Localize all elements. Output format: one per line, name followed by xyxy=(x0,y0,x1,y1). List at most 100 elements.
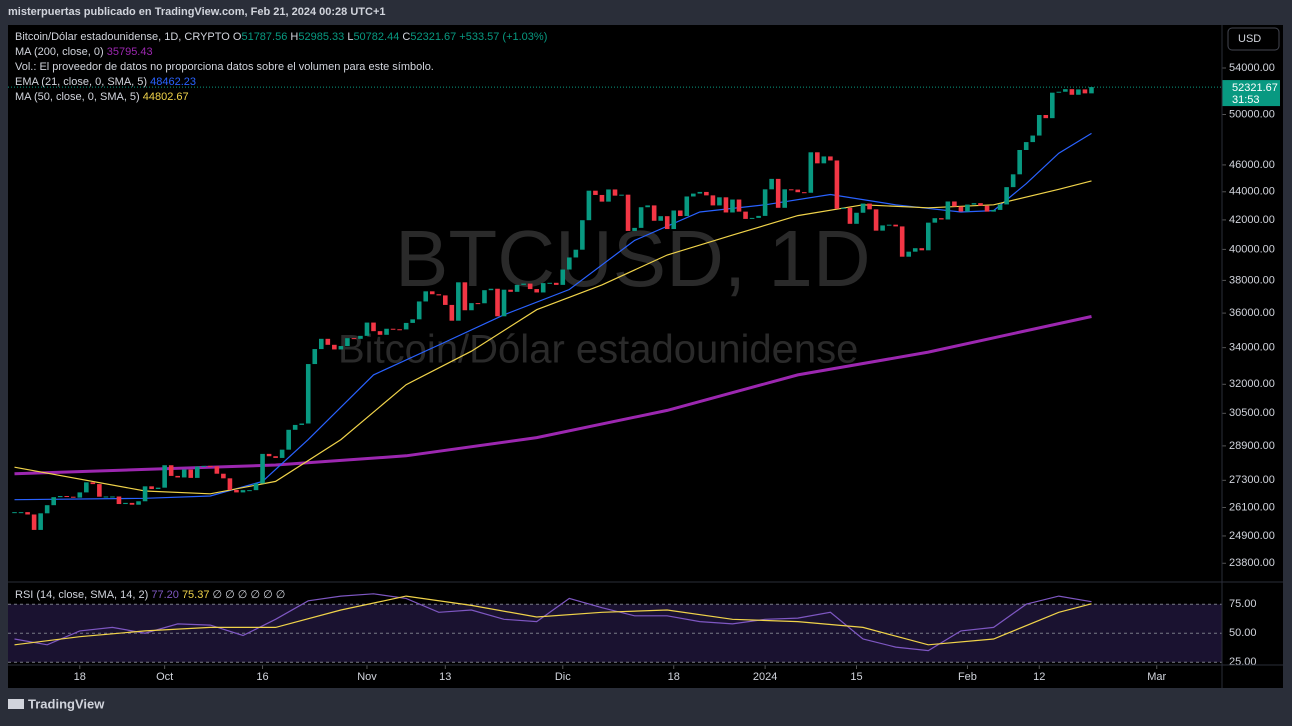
candle xyxy=(1076,89,1081,95)
indicator-value: 48462.23 xyxy=(150,76,196,88)
candle xyxy=(1069,89,1075,95)
candle xyxy=(691,193,696,197)
candle xyxy=(240,490,246,493)
candle xyxy=(377,331,383,335)
candle xyxy=(625,194,631,231)
candle xyxy=(90,482,96,485)
candle xyxy=(279,449,285,458)
l-label: L xyxy=(347,31,353,43)
candle xyxy=(1063,89,1068,92)
candle xyxy=(142,486,148,502)
candle xyxy=(847,207,853,224)
candle xyxy=(684,196,690,217)
candle xyxy=(70,496,76,498)
candle xyxy=(162,465,167,488)
candle xyxy=(214,466,220,474)
chart-bg xyxy=(8,25,1283,688)
candle xyxy=(1017,149,1022,175)
candle xyxy=(1004,187,1009,205)
watermark-name: Bitcoin/Dólar estadounidense xyxy=(338,328,858,372)
candle xyxy=(403,322,409,330)
candle xyxy=(123,502,128,505)
currency[interactable]: USD xyxy=(1238,33,1261,45)
candle xyxy=(906,251,912,257)
candle xyxy=(580,220,585,250)
indicator-label: EMA (21, close, 0, SMA, 5) xyxy=(15,76,147,88)
candle xyxy=(384,328,389,335)
candle xyxy=(991,209,996,212)
candle xyxy=(899,226,905,257)
time-tick-label: Dic xyxy=(555,671,571,683)
candle xyxy=(410,319,415,323)
candle xyxy=(364,322,370,336)
o-label: O xyxy=(233,31,242,43)
candle xyxy=(44,505,50,514)
candle xyxy=(775,178,781,208)
candle xyxy=(965,204,970,212)
candle xyxy=(828,156,833,161)
candle xyxy=(1030,135,1036,143)
l: 50782.44 xyxy=(353,31,399,43)
candle xyxy=(429,291,435,295)
price-tick-label: 34000.00 xyxy=(1229,342,1275,354)
candle xyxy=(567,257,572,270)
brand: TradingView xyxy=(28,696,105,711)
candle xyxy=(201,465,207,467)
candle xyxy=(788,189,794,191)
candle xyxy=(292,424,298,430)
candle xyxy=(1043,114,1049,119)
price-tick-label: 24900.00 xyxy=(1229,530,1275,542)
candle xyxy=(208,465,213,467)
candle xyxy=(958,206,964,212)
price-tag-countdown: 31:53 xyxy=(1232,94,1260,106)
candle xyxy=(495,288,500,317)
candle xyxy=(260,453,265,484)
candle xyxy=(51,497,56,506)
rsi-title: RSI (14, close, SMA, 14, 2) xyxy=(15,589,148,601)
candle xyxy=(25,512,30,515)
candle xyxy=(612,189,618,196)
candle xyxy=(469,303,474,311)
candle xyxy=(84,482,89,493)
candle xyxy=(619,194,624,196)
candle xyxy=(318,338,324,350)
price-tick-label: 32000.00 xyxy=(1229,378,1275,390)
price-tick-label: 54000.00 xyxy=(1229,62,1275,74)
candle xyxy=(547,282,553,284)
price-tag xyxy=(1222,80,1280,107)
candle xyxy=(769,178,774,190)
candle xyxy=(873,209,879,231)
candle xyxy=(606,189,611,202)
candle xyxy=(514,284,520,292)
candle xyxy=(540,283,546,293)
candle xyxy=(997,204,1003,210)
candle xyxy=(658,216,663,221)
candle xyxy=(677,210,683,217)
candle xyxy=(553,282,559,285)
rsi-tick-label: 50.00 xyxy=(1229,627,1257,639)
candle xyxy=(808,152,814,193)
candle xyxy=(730,199,735,213)
candle xyxy=(31,514,37,530)
candle xyxy=(1056,91,1062,93)
candle xyxy=(325,338,331,345)
rsi-line xyxy=(14,593,1092,652)
price-tag-price: 52321.67 xyxy=(1232,82,1278,94)
currency-button[interactable] xyxy=(1227,27,1280,51)
time-tick-label: 15 xyxy=(850,671,862,683)
candle xyxy=(867,203,872,210)
rsi-tick-label: 25.00 xyxy=(1229,656,1257,668)
candle xyxy=(984,205,990,212)
candle xyxy=(978,203,983,206)
rsi-extras: ∅ ∅ ∅ ∅ ∅ ∅ xyxy=(213,589,286,601)
indicator-legend: MA (200, close, 0) 35795.43 xyxy=(15,46,153,58)
candle xyxy=(599,194,605,202)
candle xyxy=(743,211,748,219)
rsi-legend: RSI (14, close, SMA, 14, 2) 77.20 75.37 … xyxy=(15,589,285,601)
rsi-value: 77.20 xyxy=(151,589,179,601)
candle xyxy=(501,289,507,317)
candle xyxy=(860,203,866,213)
candle xyxy=(632,227,637,231)
candle xyxy=(710,195,716,206)
